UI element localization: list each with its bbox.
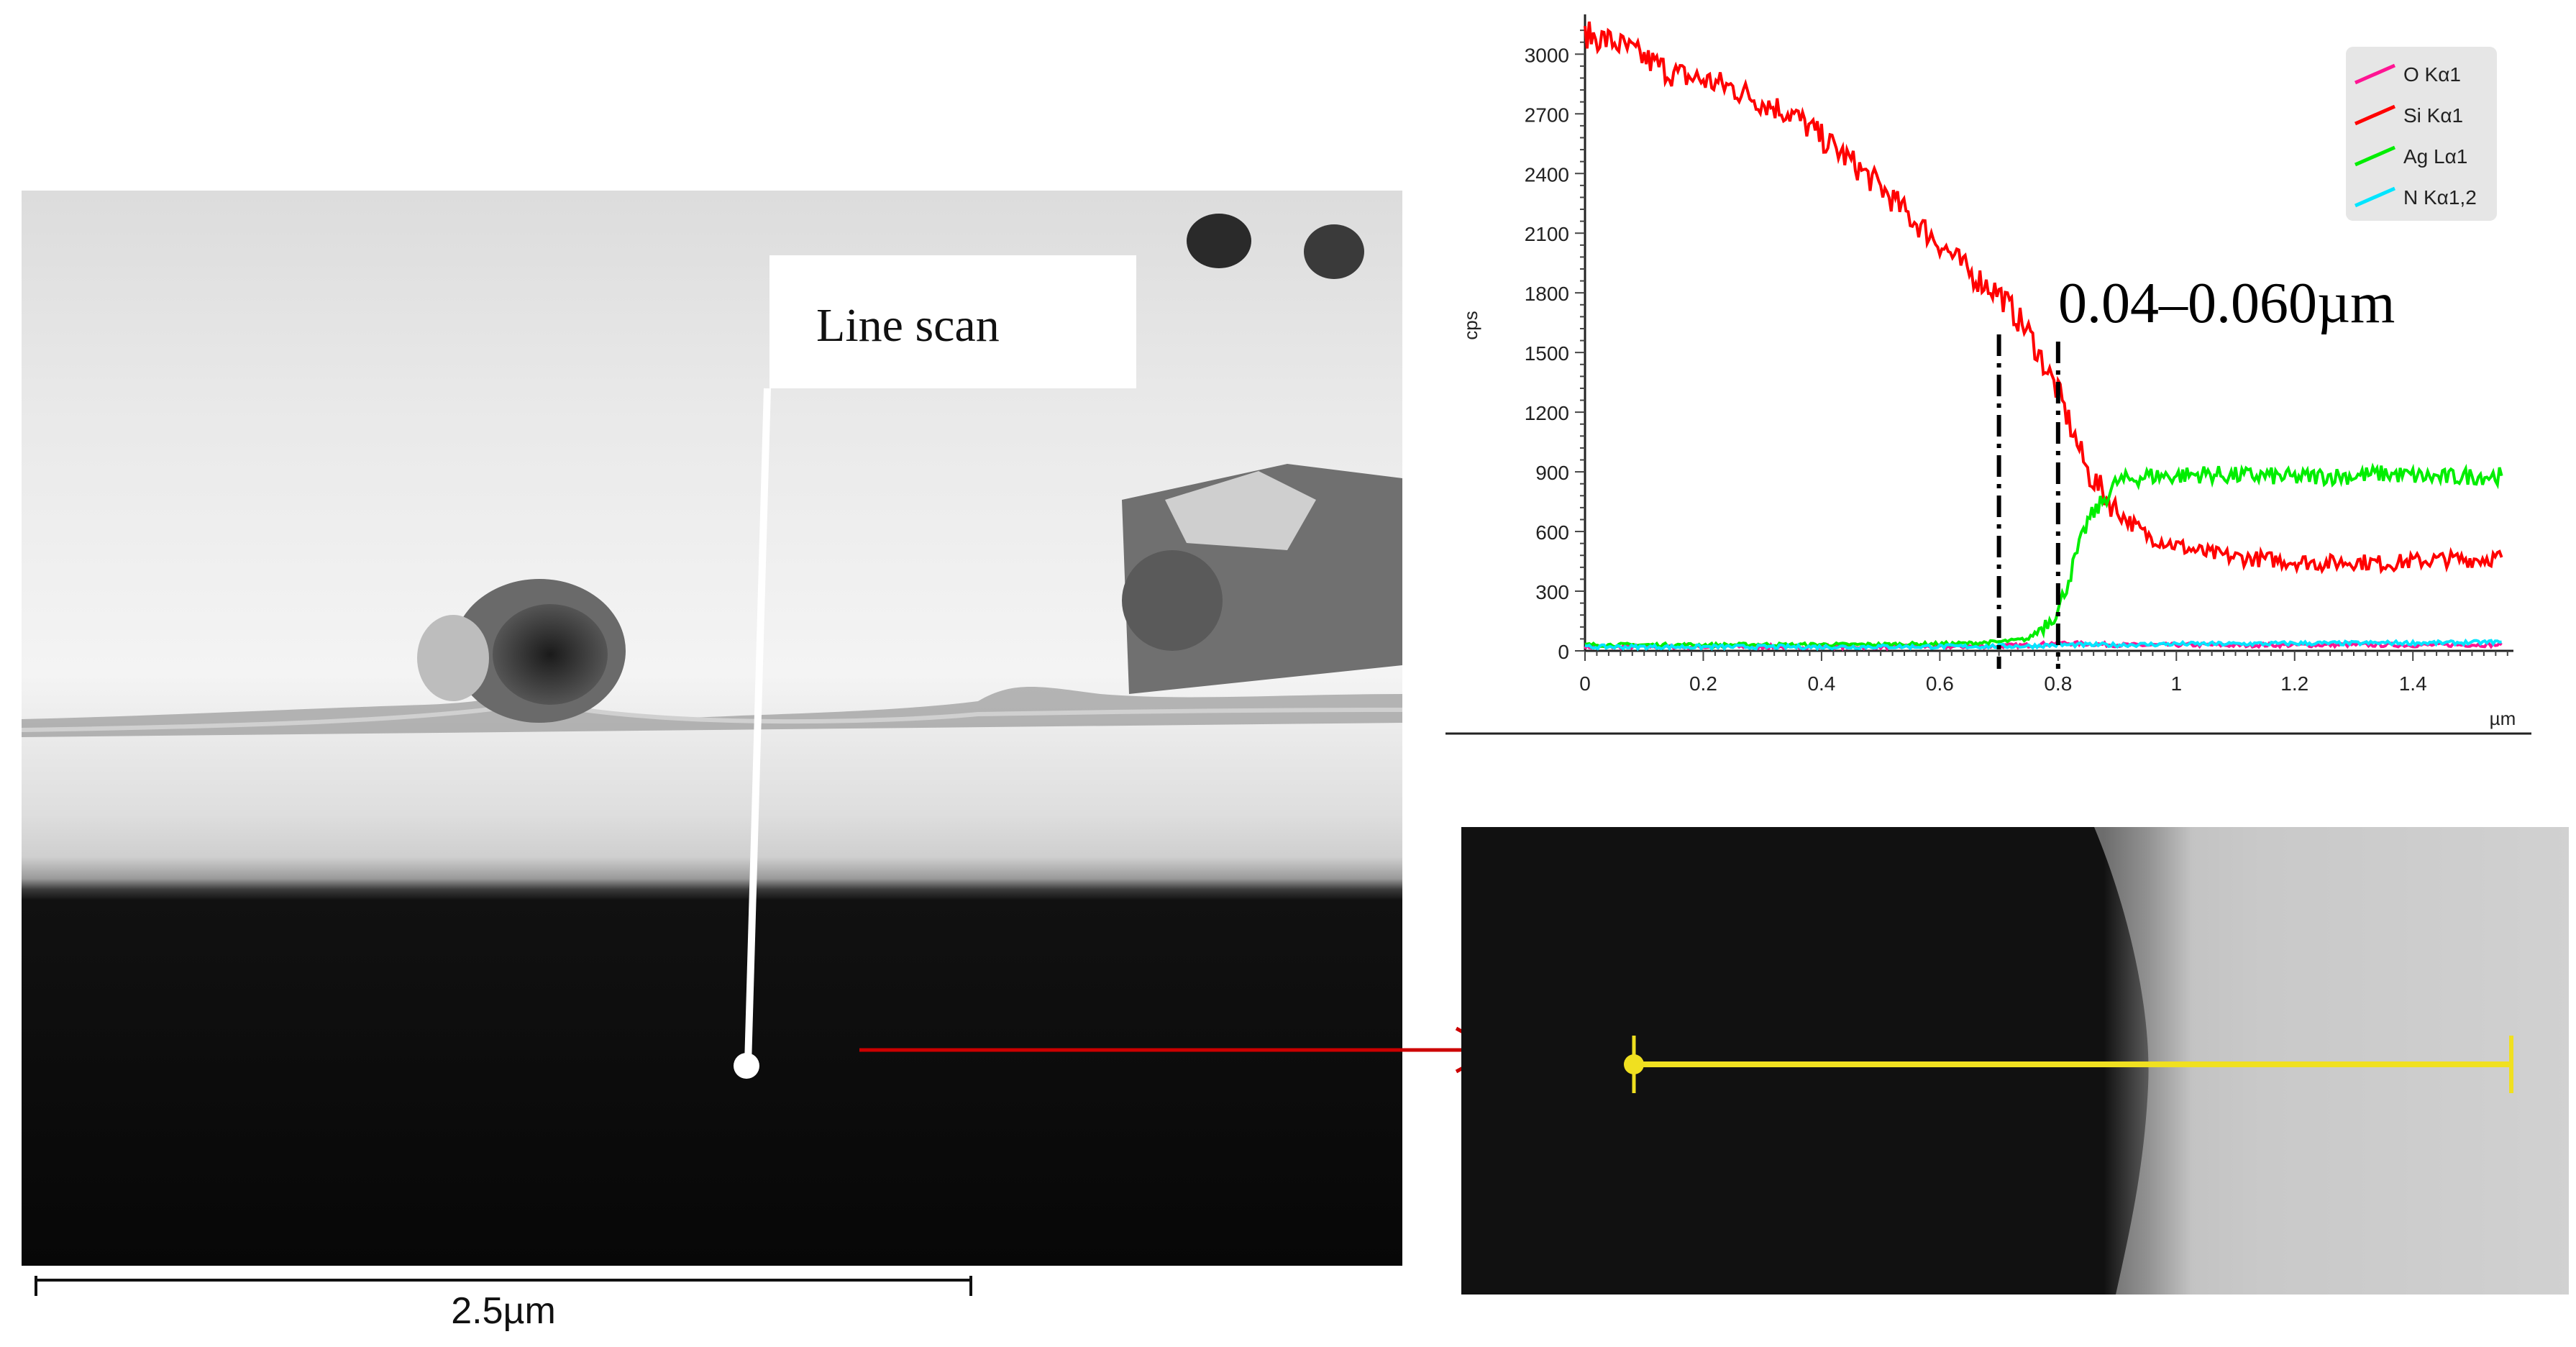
y-axis-label: cps bbox=[1460, 311, 1481, 339]
y-tick-label: 2700 bbox=[1525, 104, 1569, 126]
y-tick-label: 1800 bbox=[1525, 283, 1569, 305]
legend-swatch bbox=[2355, 145, 2395, 167]
line-scan-label: Line scan bbox=[816, 299, 1000, 352]
x-tick-label: 0.8 bbox=[2044, 672, 2072, 695]
scale-bar-label: 2.5µm bbox=[451, 1290, 556, 1332]
y-tick-label: 2100 bbox=[1525, 223, 1569, 245]
legend-label: Ag Lα1 bbox=[2403, 145, 2467, 168]
x-tick-label: 0.4 bbox=[1807, 672, 1835, 695]
x-tick-label: 1.2 bbox=[2280, 672, 2308, 695]
legend: O Kα1 Si Kα1 Ag Lα1 N Kα1,2 bbox=[2346, 47, 2497, 221]
y-tick-label: 1200 bbox=[1525, 402, 1569, 424]
connector-arrow bbox=[859, 1026, 1500, 1074]
x-tick-label: 1.4 bbox=[2399, 672, 2427, 695]
line-scan-label-box: Line scan bbox=[769, 255, 1136, 388]
x-tick-label: 0 bbox=[1579, 672, 1591, 695]
y-tick-label: 600 bbox=[1535, 521, 1569, 544]
y-tick-label: 0 bbox=[1558, 641, 1569, 663]
series-line-n-k-1-2 bbox=[1584, 638, 2502, 652]
legend-label: N Kα1,2 bbox=[2403, 186, 2477, 209]
y-tick-label: 2400 bbox=[1525, 163, 1569, 186]
y-tick-label: 1500 bbox=[1525, 342, 1569, 365]
sem-cross-section-image bbox=[22, 191, 1402, 1266]
legend-label: Si Kα1 bbox=[2403, 104, 2463, 127]
legend-label: O Kα1 bbox=[2403, 63, 2461, 86]
legend-swatch bbox=[2355, 63, 2395, 85]
line-scan-chart: 0 300 600 900 1200 1500 1800 2100 2400 2700 3000 0 0… bbox=[1445, 14, 2531, 735]
legend-swatch bbox=[2355, 186, 2395, 208]
sem-zoom-image bbox=[1461, 827, 2569, 1295]
scan-start-marker bbox=[1624, 1054, 1644, 1074]
legend-box bbox=[2346, 47, 2497, 221]
scale-bar: 2.5µm bbox=[35, 1276, 972, 1332]
y-tick-label: 900 bbox=[1535, 462, 1569, 484]
interface-width-annotation: 0.04–0.060µm bbox=[2058, 272, 2395, 335]
x-tick-label: 1 bbox=[2171, 672, 2183, 695]
x-tick-label: 0.6 bbox=[1926, 672, 1954, 695]
x-tick-label: 0.2 bbox=[1689, 672, 1717, 695]
series-line-si-k-1 bbox=[1584, 21, 2503, 575]
sem-zoom-content bbox=[1461, 827, 2569, 1295]
x-axis-label: µm bbox=[2490, 708, 2516, 729]
sem-surface-features bbox=[22, 214, 1402, 1079]
legend-swatch bbox=[2355, 104, 2395, 126]
y-tick-label: 300 bbox=[1535, 581, 1569, 603]
y-tick-label: 3000 bbox=[1525, 44, 1569, 66]
